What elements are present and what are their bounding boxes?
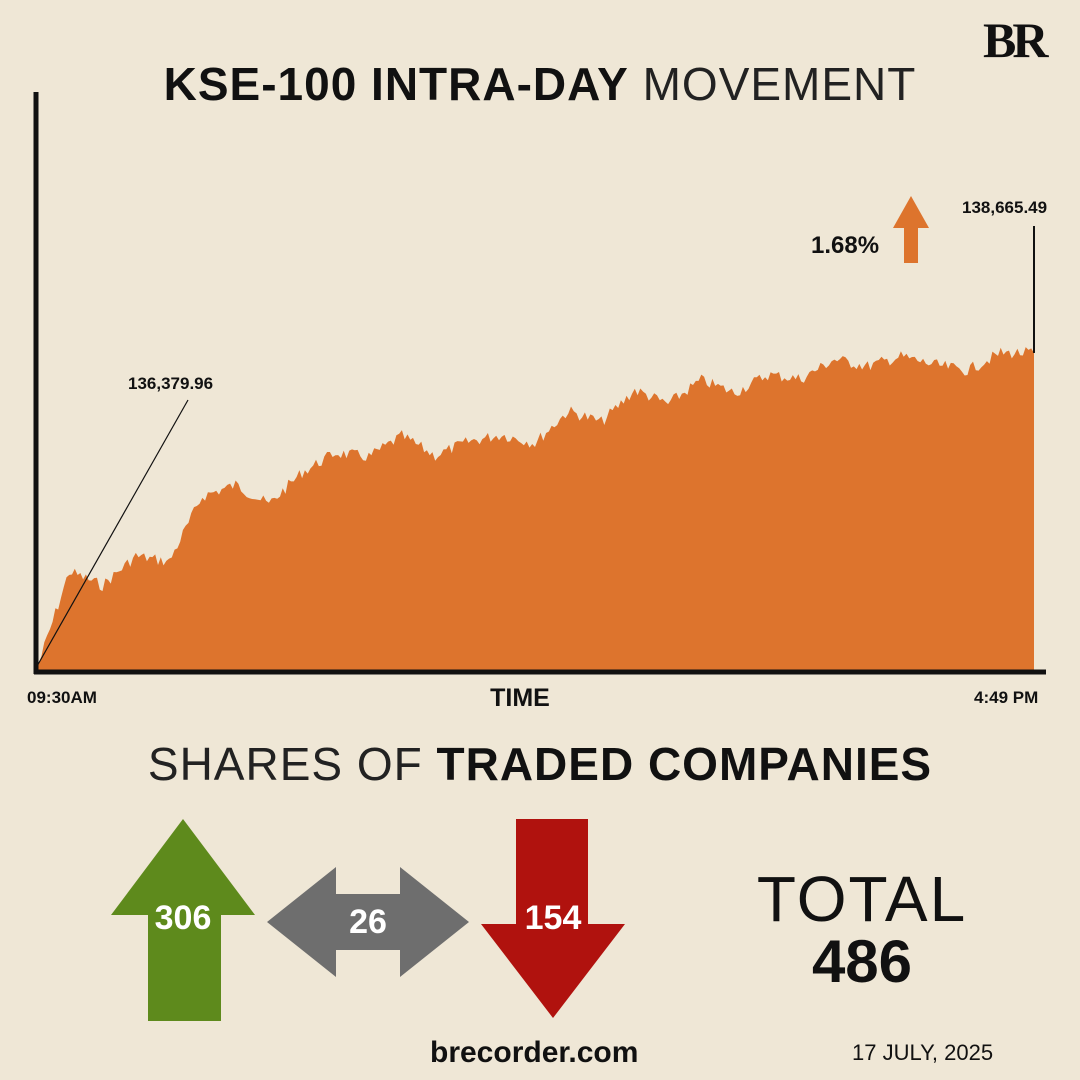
advancers-arrow-shape <box>111 819 255 1021</box>
br-logo: BR <box>983 12 1048 68</box>
decliners-count: 154 <box>524 899 582 937</box>
end-value-label: 138,665.49 <box>962 198 1048 217</box>
start-value-leader <box>35 399 189 669</box>
double-arrow-icon <box>267 867 469 977</box>
total-value: 486 <box>811 928 913 995</box>
website-link[interactable]: brecorder.com <box>430 1036 639 1069</box>
intraday-area <box>36 347 1034 672</box>
chart-title: KSE-100 INTRA-DAY MOVEMENT <box>0 54 1080 114</box>
x-axis-title: TIME <box>490 684 550 712</box>
x-end-label: 4:49 PM <box>974 688 1039 707</box>
unchanged-count: 26 <box>349 903 387 941</box>
intraday-chart <box>33 92 1046 675</box>
change-percent: 1.68% <box>811 232 880 259</box>
breadth-title-bold: TRADED COMPANIES <box>436 738 933 790</box>
chart-title-bold: KSE-100 INTRA-DAY <box>163 58 629 110</box>
down-arrow-icon <box>481 819 625 1018</box>
breadth-title: SHARES OF TRADED COMPANIES <box>0 734 1080 794</box>
unchanged-arrow-shape <box>267 867 469 977</box>
breadth-title-light: SHARES OF <box>147 738 423 790</box>
up-arrow-icon <box>111 819 255 1021</box>
report-date: 17 JULY, 2025 <box>852 1040 994 1065</box>
start-value-label: 136,379.96 <box>128 374 214 393</box>
total-label: TOTAL <box>756 863 968 935</box>
advancers-count: 306 <box>154 899 212 937</box>
x-start-label: 09:30AM <box>27 688 97 707</box>
change-arrow-icon <box>893 196 929 263</box>
decliners-arrow-shape <box>481 819 625 1018</box>
chart-title-light: MOVEMENT <box>642 58 917 110</box>
